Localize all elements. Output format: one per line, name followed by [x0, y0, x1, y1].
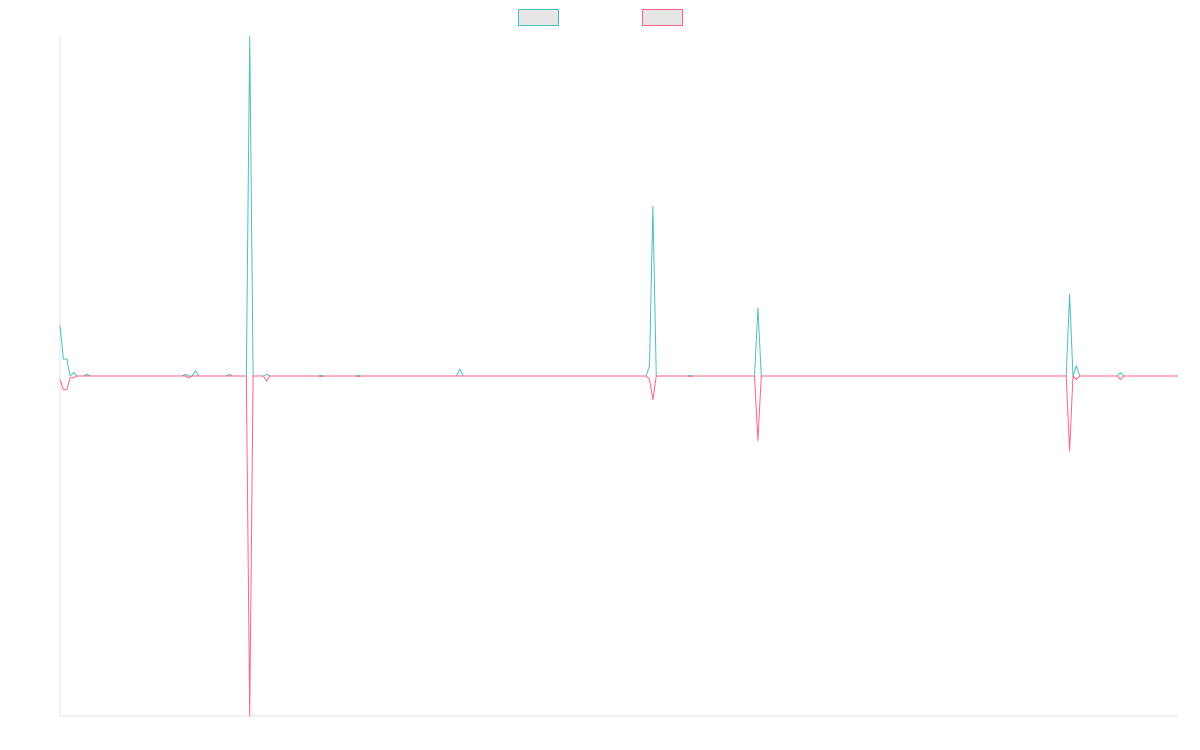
- legend-swatch-series-2[interactable]: [642, 9, 683, 26]
- series-layer: [59, 35, 1178, 717]
- legend-swatch-series-1[interactable]: [518, 9, 559, 26]
- series-2: [59, 375, 1178, 717]
- series-1: [59, 35, 1178, 377]
- series-1-line: [59, 35, 1178, 377]
- legend[interactable]: [518, 9, 683, 26]
- series-2-line: [59, 375, 1178, 717]
